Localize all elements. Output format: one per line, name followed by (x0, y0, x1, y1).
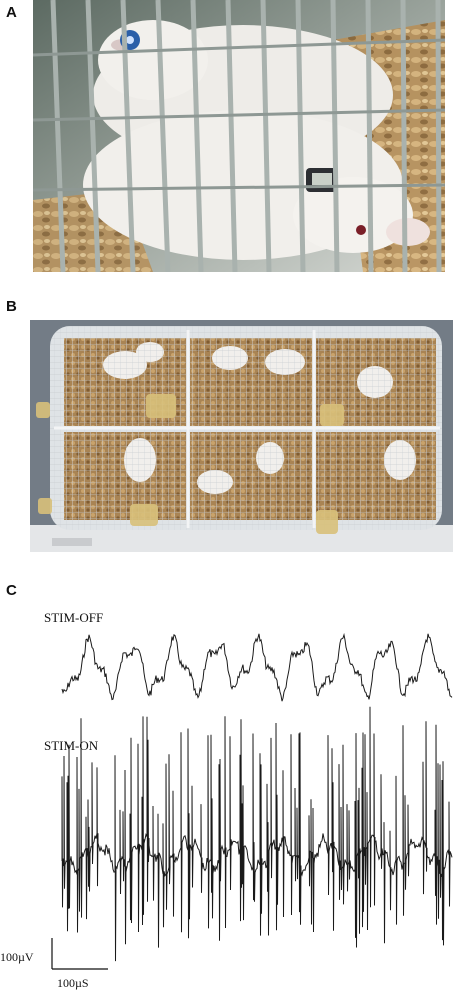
trace-stim-off (61, 632, 453, 702)
eeg-traces (51, 632, 453, 970)
photo-a-illustration (33, 0, 445, 272)
trace-stim-on (61, 706, 453, 962)
panel-letter-a: A (6, 4, 17, 21)
trace-label-stim-on: STIM-ON (44, 738, 99, 753)
scale-label-time: 100µS (57, 976, 89, 990)
panel-letter-b: B (6, 298, 17, 315)
trace-label-stim-off: STIM-OFF (44, 610, 104, 625)
panel-letter-c: C (6, 582, 17, 599)
scale-label-voltage: 100µV (0, 950, 34, 964)
scale-bar (51, 938, 108, 970)
photo-rats-in-cage (33, 0, 445, 272)
photo-cage-rack (30, 320, 453, 552)
photo-b-illustration (30, 320, 453, 552)
